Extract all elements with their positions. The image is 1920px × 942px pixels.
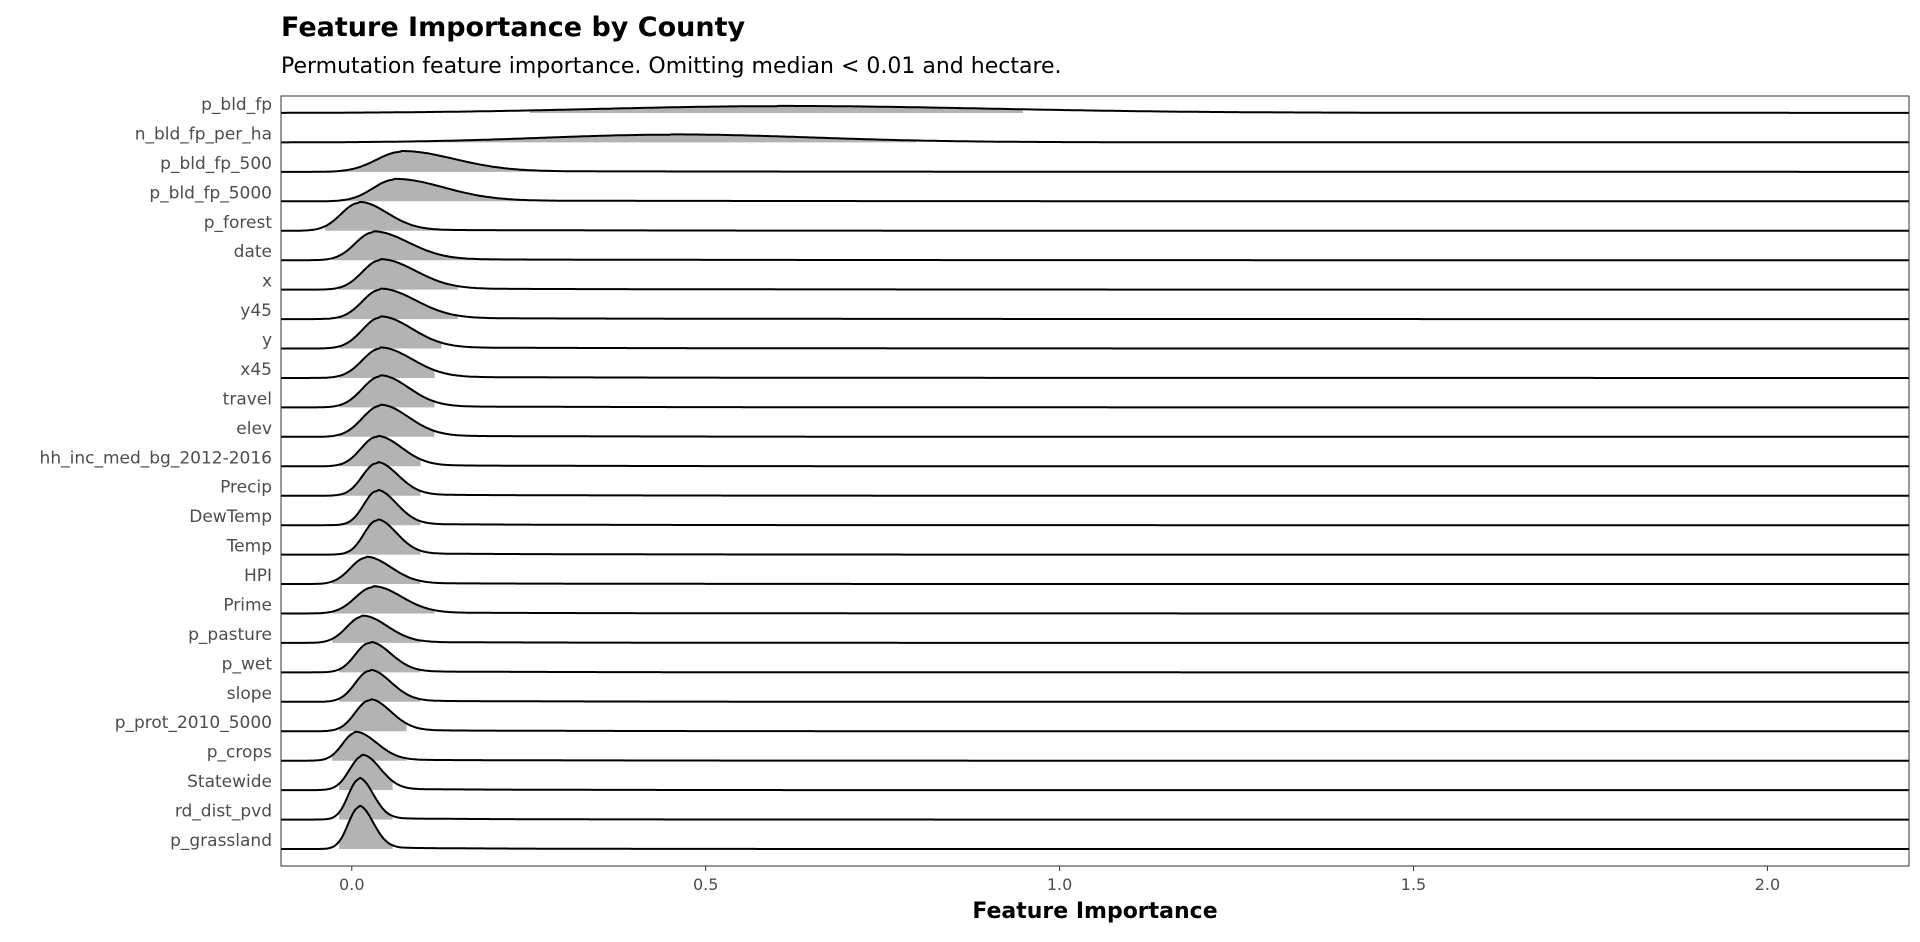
panel-border — [280, 95, 1910, 867]
ridge-line-p_grassland — [281, 804, 1909, 850]
ridge-line-travel — [281, 374, 1909, 409]
y-label-x45: x45 — [240, 360, 272, 380]
ridge-fill-travel — [339, 375, 435, 408]
y-label-p_wet: p_wet — [222, 654, 273, 674]
ridge-line-HPI — [281, 555, 1909, 585]
ridge-fill-DewTemp — [339, 490, 421, 526]
ridge-line-Prime — [281, 585, 1909, 615]
ridge-fill-p_pasture — [332, 615, 421, 643]
ridge-fill-p_wet — [339, 642, 421, 673]
ridge-fill-Prime — [332, 586, 435, 614]
ridge-line-DewTemp — [281, 488, 1909, 527]
ridge-line-p_bld_fp_500 — [281, 150, 1909, 173]
ridge-line-hh_inc_med_bg_2012-2016 — [281, 434, 1909, 468]
ridge-line-Temp — [281, 518, 1909, 556]
ridge-line-p_wet — [281, 640, 1909, 674]
ridge-line-rd_dist_pvd — [281, 776, 1909, 821]
y-label-p_bld_fp_5000: p_bld_fp_5000 — [149, 183, 272, 203]
ridge-line-y45 — [281, 287, 1909, 321]
y-label-y45: y45 — [240, 301, 272, 321]
ridge-line-x45 — [281, 346, 1909, 379]
ridge-line-y — [281, 315, 1909, 350]
y-label-HPI: HPI — [244, 566, 272, 586]
ridge-line-Statewide — [281, 753, 1909, 792]
y-label-n_bld_fp_per_ha: n_bld_fp_per_ha — [135, 124, 272, 144]
ridges-group — [281, 104, 1909, 850]
ridge-fill-elev — [339, 404, 435, 437]
y-label-Statewide: Statewide — [187, 772, 272, 792]
x-tick-label: 2.0 — [1755, 875, 1780, 894]
ridge-line-p_bld_fp — [281, 104, 1909, 114]
y-label-travel: travel — [223, 389, 272, 409]
y-label-p_pasture: p_pasture — [188, 625, 272, 645]
y-label-Precip: Precip — [220, 478, 272, 498]
y-label-p_forest: p_forest — [204, 213, 273, 233]
ridge-line-p_pasture — [281, 614, 1909, 644]
y-label-Prime: Prime — [223, 595, 272, 615]
ridge-line-p_bld_fp_5000 — [281, 177, 1909, 203]
x-tick-label: 0.5 — [693, 875, 718, 894]
ridge-fill-slope — [339, 669, 421, 702]
ridge-fill-p_crops — [332, 731, 407, 761]
ridge-fill-Precip — [339, 462, 421, 496]
y-label-date: date — [234, 242, 272, 262]
ridge-fill-y — [339, 316, 442, 349]
y-label-elev: elev — [236, 419, 272, 439]
ridge-line-slope — [281, 668, 1909, 703]
ridge-fill-Statewide — [339, 754, 393, 791]
ridge-fill-HPI — [332, 556, 421, 584]
x-tick-label: 1.0 — [1047, 875, 1072, 894]
ridge-fill-Temp — [339, 519, 421, 555]
chart-subtitle: Permutation feature importance. Omitting… — [281, 54, 1062, 79]
y-label-y: y — [262, 331, 272, 351]
y-label-x: x — [262, 272, 272, 292]
ridge-line-p_crops — [281, 730, 1909, 762]
y-axis-labels: p_bld_fp n_bld_fp_per_ha p_bld_fp_500 p_bld… — [40, 95, 273, 851]
ridge-fill-date — [332, 231, 493, 261]
ridge-line-n_bld_fp_per_ha — [281, 133, 1909, 144]
y-label-hh_inc_med_bg_2012-2016: hh_inc_med_bg_2012-2016 — [40, 448, 272, 468]
y-label-Temp: Temp — [226, 537, 272, 557]
ridge-line-elev — [281, 403, 1909, 438]
ridge-line-p_forest — [281, 200, 1909, 232]
ridge-line-x — [281, 258, 1909, 291]
ridge-fill-x45 — [339, 347, 435, 378]
x-tick-label: 1.5 — [1401, 875, 1426, 894]
y-label-p_bld_fp: p_bld_fp — [201, 95, 272, 115]
y-label-p_prot_2010_5000: p_prot_2010_5000 — [115, 713, 272, 733]
y-label-p_crops: p_crops — [207, 743, 272, 763]
y-label-slope: slope — [227, 684, 272, 704]
ridge-fill-p_bld_fp_500 — [339, 151, 598, 172]
x-tick-label: 0.0 — [339, 875, 364, 894]
ridge-line-p_prot_2010_5000 — [281, 698, 1909, 733]
x-axis-title: Feature Importance — [972, 899, 1217, 924]
y-label-p_grassland: p_grassland — [170, 831, 272, 851]
ridge-fill-p_prot_2010_5000 — [339, 699, 407, 732]
y-label-p_bld_fp_500: p_bld_fp_500 — [160, 154, 272, 174]
ridge-line-Precip — [281, 461, 1909, 497]
x-axis-ticks: 0.0 0.5 1.0 1.5 2.0 — [339, 866, 1780, 894]
y-label-DewTemp: DewTemp — [189, 507, 272, 527]
ridge-line-date — [281, 230, 1909, 262]
ridge-fill-hh_inc_med_bg_2012-2016 — [339, 435, 421, 467]
ridge-fill-p_forest — [325, 201, 493, 231]
y-label-rd_dist_pvd: rd_dist_pvd — [175, 802, 272, 822]
chart-title: Feature Importance by County — [281, 12, 746, 43]
